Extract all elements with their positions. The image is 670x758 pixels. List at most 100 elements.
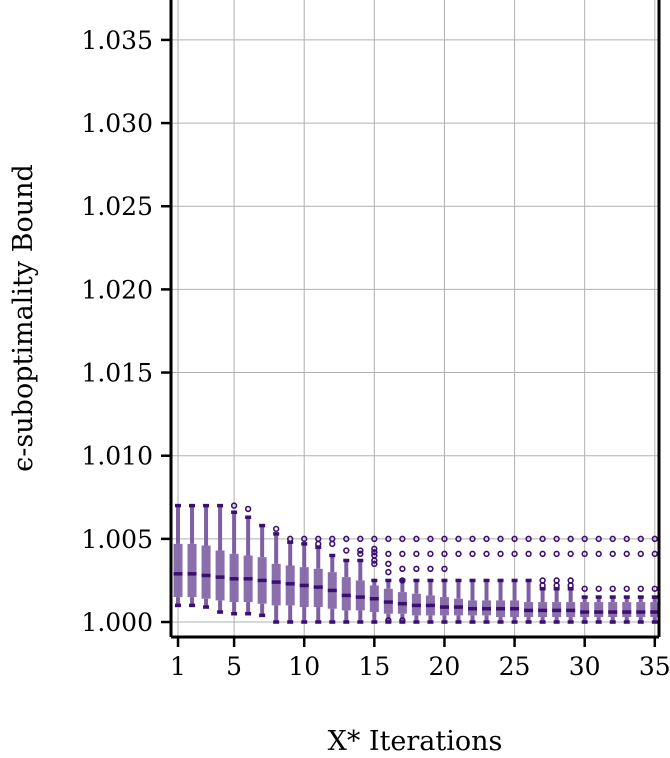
flier-point	[609, 585, 616, 592]
flier-point	[455, 535, 462, 543]
flier-point	[637, 585, 644, 592]
flier-point	[343, 535, 350, 543]
flier-point	[539, 550, 546, 558]
flier-point	[469, 535, 476, 543]
box-body	[580, 602, 590, 618]
flier-point	[385, 617, 392, 624]
x-tick-label: 25	[499, 652, 531, 681]
flier-point	[329, 540, 336, 548]
box-15	[369, 535, 379, 624]
flier-point	[455, 550, 462, 558]
flier-point	[483, 535, 490, 543]
box-3	[201, 503, 211, 609]
flier-point	[399, 617, 406, 624]
y-tick-label: 1.030	[81, 109, 153, 138]
flier-point	[371, 548, 378, 556]
x-tick-label: 20	[429, 652, 461, 681]
box-8	[271, 525, 281, 624]
flier-point	[511, 535, 518, 543]
flier-point	[567, 550, 574, 558]
flier-point	[399, 550, 406, 558]
box-10	[299, 535, 309, 624]
flier-point	[385, 568, 392, 576]
y-tick-label: 1.025	[81, 192, 153, 221]
box-13	[341, 535, 351, 624]
box-22	[467, 535, 477, 624]
flier-point	[427, 535, 434, 543]
box-1	[173, 503, 183, 608]
flier-point	[272, 525, 280, 533]
box-30	[580, 535, 590, 624]
flier-point	[609, 550, 616, 558]
flier-point	[230, 502, 238, 509]
flier-point	[315, 540, 322, 548]
y-tick-label: 1.035	[81, 26, 153, 55]
x-tick-label: 5	[226, 652, 242, 681]
x-tick-label: 10	[288, 652, 320, 681]
axes	[161, 0, 661, 647]
box-body	[622, 602, 632, 618]
x-tick-label: 30	[569, 652, 601, 681]
box-body	[173, 543, 183, 598]
flier-point	[413, 565, 420, 573]
x-tick-label: 35	[639, 652, 670, 681]
flier-point	[497, 550, 504, 558]
box-24	[496, 535, 506, 624]
flier-point	[441, 550, 448, 558]
box-body	[636, 602, 646, 618]
flier-point	[539, 582, 546, 589]
box-25	[510, 535, 520, 624]
box-20	[439, 535, 449, 624]
box-17	[397, 535, 407, 624]
flier-point	[581, 585, 588, 592]
box-body	[201, 545, 211, 599]
box-34	[636, 535, 646, 624]
box-18	[411, 535, 421, 624]
box-5	[229, 502, 239, 616]
flier-point	[357, 547, 364, 554]
box-31	[594, 535, 604, 624]
y-tick-label: 1.020	[81, 275, 153, 304]
box-2	[187, 503, 197, 608]
flier-point	[427, 550, 434, 558]
flier-point	[567, 582, 574, 589]
flier-point	[371, 560, 378, 568]
flier-point	[595, 535, 602, 543]
flier-point	[441, 565, 448, 573]
flier-point	[511, 550, 518, 558]
flier-point	[567, 577, 574, 584]
box-body	[271, 563, 281, 606]
flier-point	[539, 577, 546, 584]
box-4	[215, 503, 225, 614]
flier-point	[399, 577, 406, 584]
flier-point	[651, 550, 658, 558]
y-tick-label: 1.000	[81, 608, 153, 637]
box-23	[482, 535, 492, 624]
box-28	[552, 535, 562, 624]
flier-point	[581, 535, 588, 543]
box-body	[594, 602, 604, 618]
flier-point	[497, 535, 504, 543]
boxes	[173, 502, 660, 624]
flier-point	[609, 535, 616, 543]
flier-point	[371, 545, 378, 553]
flier-point	[244, 505, 252, 513]
box-body	[187, 543, 197, 598]
flier-point	[651, 585, 658, 592]
flier-point	[525, 535, 532, 543]
flier-point	[399, 565, 406, 573]
box-29	[566, 535, 576, 624]
flier-point	[469, 550, 476, 558]
flier-point	[595, 550, 602, 558]
flier-point	[357, 550, 364, 558]
box-21	[453, 535, 463, 624]
flier-point	[301, 535, 308, 543]
flier-point	[413, 535, 420, 543]
flier-point	[553, 582, 560, 589]
flier-point	[286, 535, 294, 543]
flier-point	[385, 550, 392, 558]
box-19	[425, 535, 435, 624]
flier-point	[595, 585, 602, 592]
flier-point	[427, 565, 434, 573]
flier-point	[581, 550, 588, 558]
